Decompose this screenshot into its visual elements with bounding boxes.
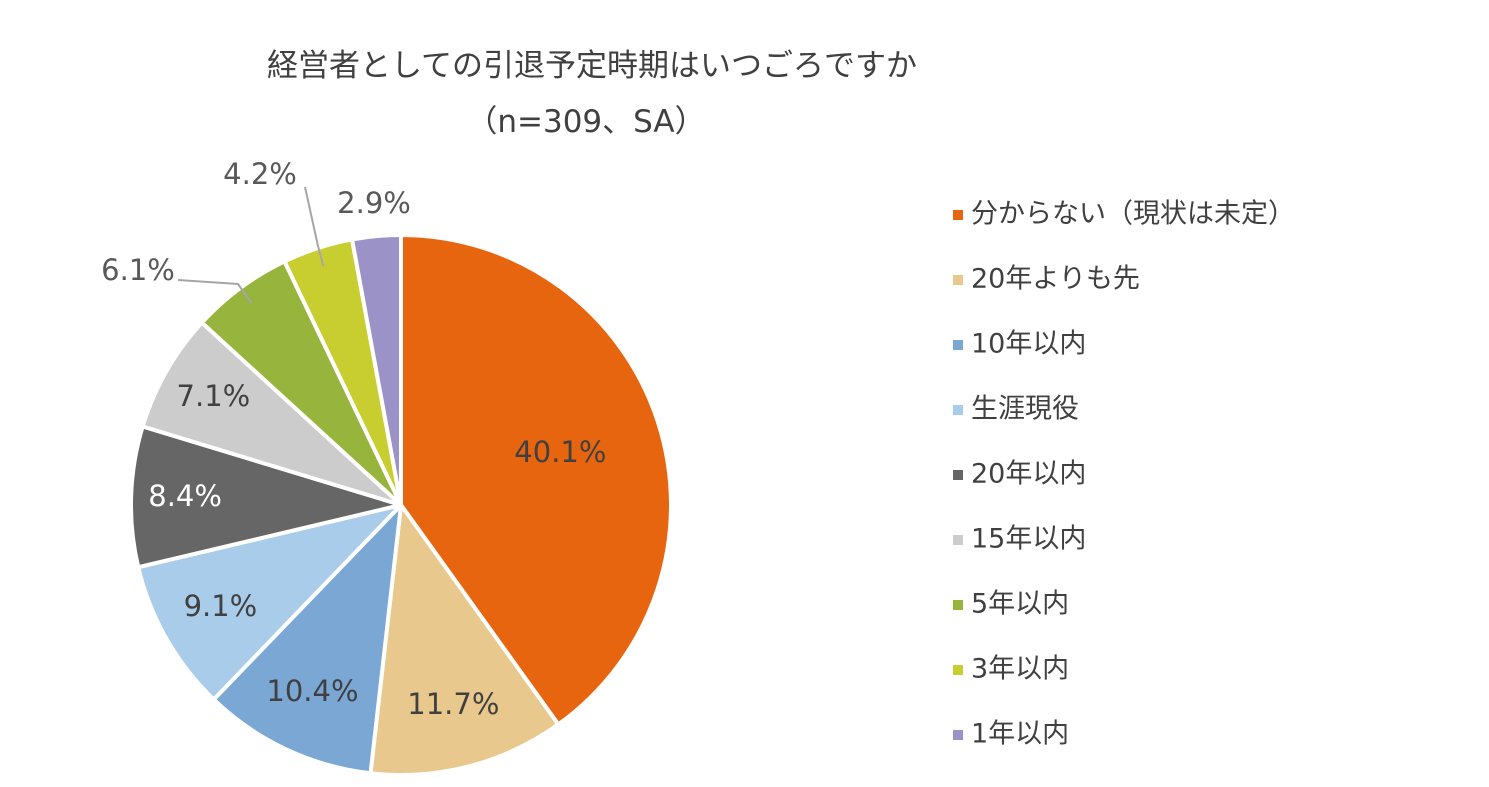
legend-swatch [953,730,963,740]
legend-label: 20年以内 [971,459,1086,490]
leader-line [177,279,253,304]
legend-swatch [953,340,963,350]
chart-subtitle: （n=309、SA） [466,104,705,140]
pie-slice [211,503,403,776]
legend-swatch [953,405,963,415]
legend-swatch [953,535,963,545]
legend-label: 15年以内 [971,524,1086,555]
leader-line [304,186,325,267]
slice-data-label: 9.1% [184,589,258,623]
slice-data-label: 6.1% [101,253,175,287]
pie-slice [368,503,561,777]
legend-label: 3年以内 [971,654,1069,685]
legend-label: 生涯現役 [971,394,1079,425]
pie-slice [350,233,403,507]
legend-swatch [953,600,963,610]
pie-slice [129,424,403,570]
legend-label: 分からない（現状は未定） [971,199,1295,230]
legend-swatch [953,210,963,220]
slice-data-label: 2.9% [337,186,411,220]
chart-title: 経営者としての引退予定時期はいつごろですか [267,48,917,84]
legend-label: 1年以内 [971,719,1069,750]
slice-data-label: 4.2% [223,157,297,191]
legend-label: 20年よりも先 [971,264,1140,295]
legend-swatch [953,665,963,675]
pie-slice [399,233,673,727]
legend-label: 5年以内 [971,589,1069,620]
legend-label: 10年以内 [971,329,1086,360]
slice-data-label: 7.1% [177,379,251,413]
legend-swatch [953,470,963,480]
slice-data-label: 10.4% [266,674,358,708]
legend-swatch [953,275,963,285]
slice-data-label: 40.1% [514,435,606,469]
pie-slice [140,320,403,507]
slice-data-label: 8.4% [148,479,222,513]
slice-data-label: 11.7% [407,687,499,721]
data-labels: 40.1% 11.7% 10.4% 9.1% 8.4% 7.1% 6.1% 4.2% 2.9% [101,157,606,721]
pie-slices [129,233,673,777]
leader-lines [177,186,325,304]
